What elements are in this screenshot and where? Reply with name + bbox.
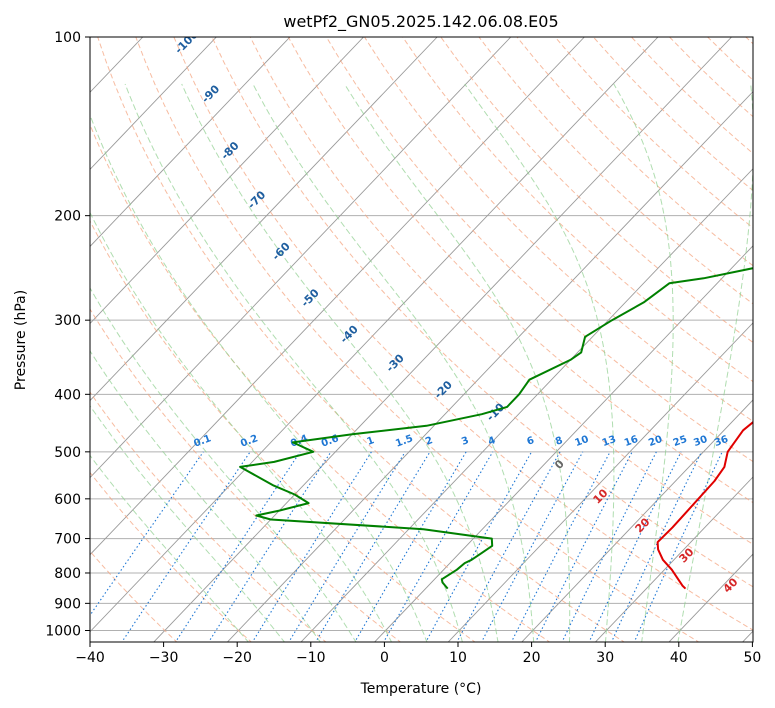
dry-adiabat (90, 391, 327, 642)
plot-background (90, 37, 753, 642)
x-tick-label: −30 (149, 650, 179, 666)
mixing-ratio-line (121, 451, 251, 642)
dry-adiabat (478, 37, 753, 305)
isotherm (373, 245, 753, 642)
isotherm (90, 37, 512, 479)
temperature-line (656, 420, 753, 590)
dry-adiabat (90, 308, 402, 642)
dry-adiabat (135, 37, 700, 642)
dry-adiabat (90, 220, 476, 642)
mixing-ratio-label: 2 (424, 435, 434, 448)
y-tick-label: 600 (54, 492, 81, 508)
mixing-ratio-label: 20 (647, 434, 664, 449)
x-tick-label: 50 (743, 650, 761, 666)
moist-adiabat (252, 83, 535, 642)
mixing-ratio-label: 36 (713, 434, 730, 449)
dry-adiabat (90, 471, 253, 642)
mixing-ratio-label: 16 (623, 434, 640, 449)
background-lines (90, 37, 753, 642)
moist-adiabat (90, 404, 286, 642)
dry-adiabat (90, 550, 178, 642)
x-tick-label: −20 (222, 650, 252, 666)
chart-title: wetPf2_GN05.2025.142.06.08.E05 (283, 12, 558, 32)
y-tick-label: 700 (54, 532, 81, 548)
y-tick-label: 400 (54, 387, 81, 403)
moist-adiabat (613, 83, 674, 642)
mixing-ratio-line (425, 451, 533, 642)
mixing-ratio-line (481, 451, 584, 642)
isotherm (90, 37, 585, 556)
moist-adiabat (124, 83, 463, 642)
mixing-ratio-line (315, 451, 431, 642)
mixing-ratio-label: 30 (692, 434, 709, 449)
x-tick-label: 10 (449, 650, 467, 666)
y-tick-label: 100 (54, 30, 81, 46)
mixing-ratio-line (288, 451, 406, 642)
mixing-ratio-label: 3 (460, 435, 470, 448)
x-tick-label: 30 (596, 650, 614, 666)
x-tick-label: −40 (75, 650, 105, 666)
dry-adiabat (211, 37, 753, 588)
x-axis-label: Temperature (°C) (360, 681, 482, 697)
moist-adiabat (464, 83, 615, 642)
mixing-ratio-label: 25 (672, 434, 689, 449)
y-axis-label: Pressure (hPa) (13, 290, 29, 390)
moist-adiabat (90, 113, 428, 642)
dry-adiabat (249, 37, 753, 545)
profile-lines (239, 267, 753, 590)
y-tick-label: 1000 (45, 624, 81, 640)
mixing-ratio-label: 13 (601, 434, 618, 449)
isotherm (594, 476, 753, 642)
isotherm (153, 37, 732, 642)
y-tick-label: 500 (54, 445, 81, 461)
isotherm (90, 37, 364, 325)
mixing-ratio-line (561, 451, 657, 642)
isotherm (90, 37, 659, 633)
moist-adiabat (677, 83, 753, 642)
y-tick-label: 900 (54, 596, 81, 612)
plot-frame (89, 36, 754, 643)
isotherm (521, 399, 753, 642)
mixing-ratio-line (251, 451, 372, 642)
mixing-ratio-label: 10 (574, 434, 591, 449)
mixing-ratio-label: 8 (554, 435, 564, 448)
isotherm (447, 322, 753, 642)
y-tick-label: 200 (54, 209, 81, 225)
isotherm (90, 37, 438, 402)
dry-adiabat (90, 123, 551, 642)
dry-adiabat (364, 37, 753, 422)
mixing-ratio-label: 1 (366, 435, 376, 448)
mixing-ratio-line (174, 451, 301, 642)
isotherm (90, 37, 217, 170)
y-tick-label: 300 (54, 313, 81, 329)
mixing-ratio-label: 6 (526, 435, 536, 448)
x-tick-label: 0 (380, 650, 389, 666)
dry-adiabat (325, 37, 753, 463)
dry-adiabat (97, 37, 625, 642)
moist-adiabat (181, 83, 499, 642)
x-tick-label: −10 (296, 650, 326, 666)
x-tick-label: 40 (670, 650, 688, 666)
dry-adiabat (173, 37, 753, 631)
mixing-ratio-label: 4 (487, 435, 497, 448)
isotherm (90, 37, 291, 248)
y-tick-label: 800 (54, 566, 81, 582)
x-tick-label: 20 (523, 650, 541, 666)
y-axis: 1000 900 800 700 600 500 400 300 200 100 (45, 30, 90, 640)
isotherm (226, 91, 753, 642)
moist-adiabat (90, 454, 249, 642)
moist-adiabat (344, 83, 571, 642)
mixing-ratio-line (208, 451, 332, 642)
dewpoint-line (239, 267, 753, 590)
moist-adiabat (90, 287, 357, 642)
mixing-ratio-line (456, 451, 561, 642)
x-axis: −40 −30 −20 −10 0 10 20 30 40 50 (75, 642, 761, 666)
